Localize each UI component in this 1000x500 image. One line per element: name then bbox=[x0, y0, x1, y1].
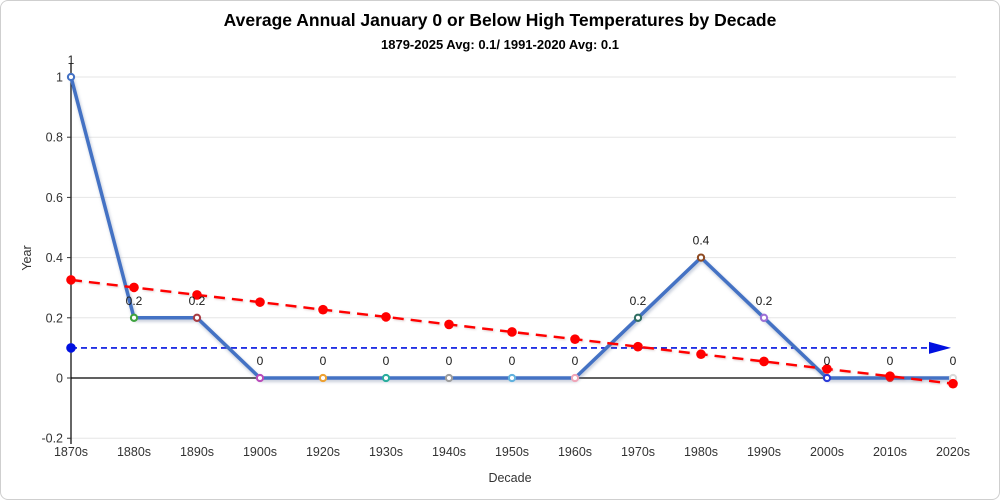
data-point-label: 0 bbox=[824, 354, 831, 368]
data-point-label: 0.2 bbox=[126, 294, 143, 308]
data-labels: 1 0.2 0.2 0 0 0 0 0 0 0.2 0.4 0.2 0 0 0 bbox=[68, 53, 957, 368]
trend-point-marker[interactable] bbox=[192, 290, 202, 300]
x-tick-label: 1890s bbox=[180, 445, 214, 459]
trend-point-marker[interactable] bbox=[255, 297, 265, 307]
x-tick-label: 1990s bbox=[747, 445, 781, 459]
data-point-label: 0 bbox=[257, 354, 264, 368]
data-point-marker[interactable] bbox=[444, 373, 454, 383]
data-point-marker[interactable] bbox=[633, 313, 643, 322]
trend-point-marker[interactable] bbox=[66, 275, 76, 285]
data-point-marker[interactable] bbox=[66, 72, 76, 82]
x-tick-label: 1970s bbox=[621, 445, 655, 459]
x-axis: 1870s 1880s 1890s 1900s 1920s 1930s 1940s 1950s… bbox=[54, 445, 970, 459]
data-point-label: 0 bbox=[446, 354, 453, 368]
y-axis: 1 0.8 0.6 0.4 0.2 0 -0.2 bbox=[41, 63, 72, 446]
trend-line bbox=[70, 278, 954, 385]
data-point-label: 0.2 bbox=[756, 294, 773, 308]
x-tick-label: 1920s bbox=[306, 445, 340, 459]
trend-point-marker[interactable] bbox=[129, 282, 139, 293]
chart-title: Average Annual January 0 or Below High T… bbox=[224, 10, 777, 30]
data-point-marker[interactable] bbox=[822, 373, 832, 383]
data-point-label: 0 bbox=[509, 354, 516, 368]
x-tick-label: 1960s bbox=[558, 445, 592, 459]
x-tick-label: 1940s bbox=[432, 445, 466, 459]
y-axis-title: Year bbox=[20, 245, 34, 270]
data-point-label: 0 bbox=[320, 354, 327, 368]
data-point-marker[interactable] bbox=[507, 373, 517, 383]
y-tick-label: 0.4 bbox=[46, 251, 63, 265]
data-point-marker[interactable] bbox=[570, 373, 580, 383]
trend-series bbox=[66, 275, 958, 389]
trend-point-marker[interactable] bbox=[444, 319, 454, 330]
data-point-label: 0 bbox=[950, 354, 957, 368]
chart-subtitle: 1879-2025 Avg: 0.1/ 1991-2020 Avg: 0.1 bbox=[381, 37, 619, 52]
trend-point-marker[interactable] bbox=[633, 341, 643, 352]
data-point-label: 0 bbox=[887, 354, 894, 368]
x-tick-label: 2010s bbox=[873, 445, 907, 459]
data-point-label: 0 bbox=[572, 354, 579, 368]
x-tick-label: 1980s bbox=[684, 445, 718, 459]
x-axis-title: Decade bbox=[488, 471, 531, 485]
trend-point-marker[interactable] bbox=[822, 364, 832, 374]
gridlines bbox=[71, 76, 956, 439]
average-line-start-dot bbox=[66, 343, 76, 353]
data-point-label: 0.4 bbox=[693, 234, 710, 248]
data-point-label: 0 bbox=[383, 354, 390, 368]
trend-point-marker[interactable] bbox=[381, 312, 391, 322]
trend-point-marker[interactable] bbox=[570, 334, 580, 344]
data-point-marker[interactable] bbox=[255, 373, 265, 383]
data-point-label: 0.2 bbox=[189, 294, 206, 308]
x-tick-label: 2020s bbox=[936, 445, 970, 459]
x-tick-label: 1870s bbox=[54, 445, 88, 459]
data-point-marker[interactable] bbox=[318, 373, 328, 383]
data-point-marker[interactable] bbox=[759, 313, 769, 322]
x-tick-label: 2000s bbox=[810, 445, 844, 459]
data-point-label: 1 bbox=[68, 53, 75, 67]
data-point-marker[interactable] bbox=[192, 313, 202, 322]
trend-point-marker[interactable] bbox=[948, 378, 958, 389]
x-tick-label: 1930s bbox=[369, 445, 403, 459]
x-tick-label: 1880s bbox=[117, 445, 151, 459]
average-line-series bbox=[66, 341, 951, 354]
trend-point-marker[interactable] bbox=[885, 371, 895, 381]
y-tick-label: 1 bbox=[56, 71, 63, 85]
data-point-label: 0.2 bbox=[630, 294, 647, 308]
data-point-marker[interactable] bbox=[129, 313, 139, 322]
trend-point-marker[interactable] bbox=[318, 304, 328, 315]
trend-point-marker[interactable] bbox=[759, 356, 769, 367]
trend-point-marker[interactable] bbox=[696, 349, 706, 360]
arrow-right-icon bbox=[929, 341, 951, 354]
data-point-marker[interactable] bbox=[381, 373, 391, 383]
y-tick-label: 0.2 bbox=[46, 311, 63, 325]
x-tick-label: 1900s bbox=[243, 445, 277, 459]
y-tick-label: -0.2 bbox=[41, 432, 63, 446]
y-tick-label: 0 bbox=[56, 372, 63, 386]
data-point-marker[interactable] bbox=[696, 253, 706, 262]
y-tick-label: 0.6 bbox=[46, 191, 63, 205]
trend-point-marker[interactable] bbox=[507, 327, 517, 337]
y-tick-label: 0.8 bbox=[46, 131, 63, 145]
x-tick-label: 1950s bbox=[495, 445, 529, 459]
